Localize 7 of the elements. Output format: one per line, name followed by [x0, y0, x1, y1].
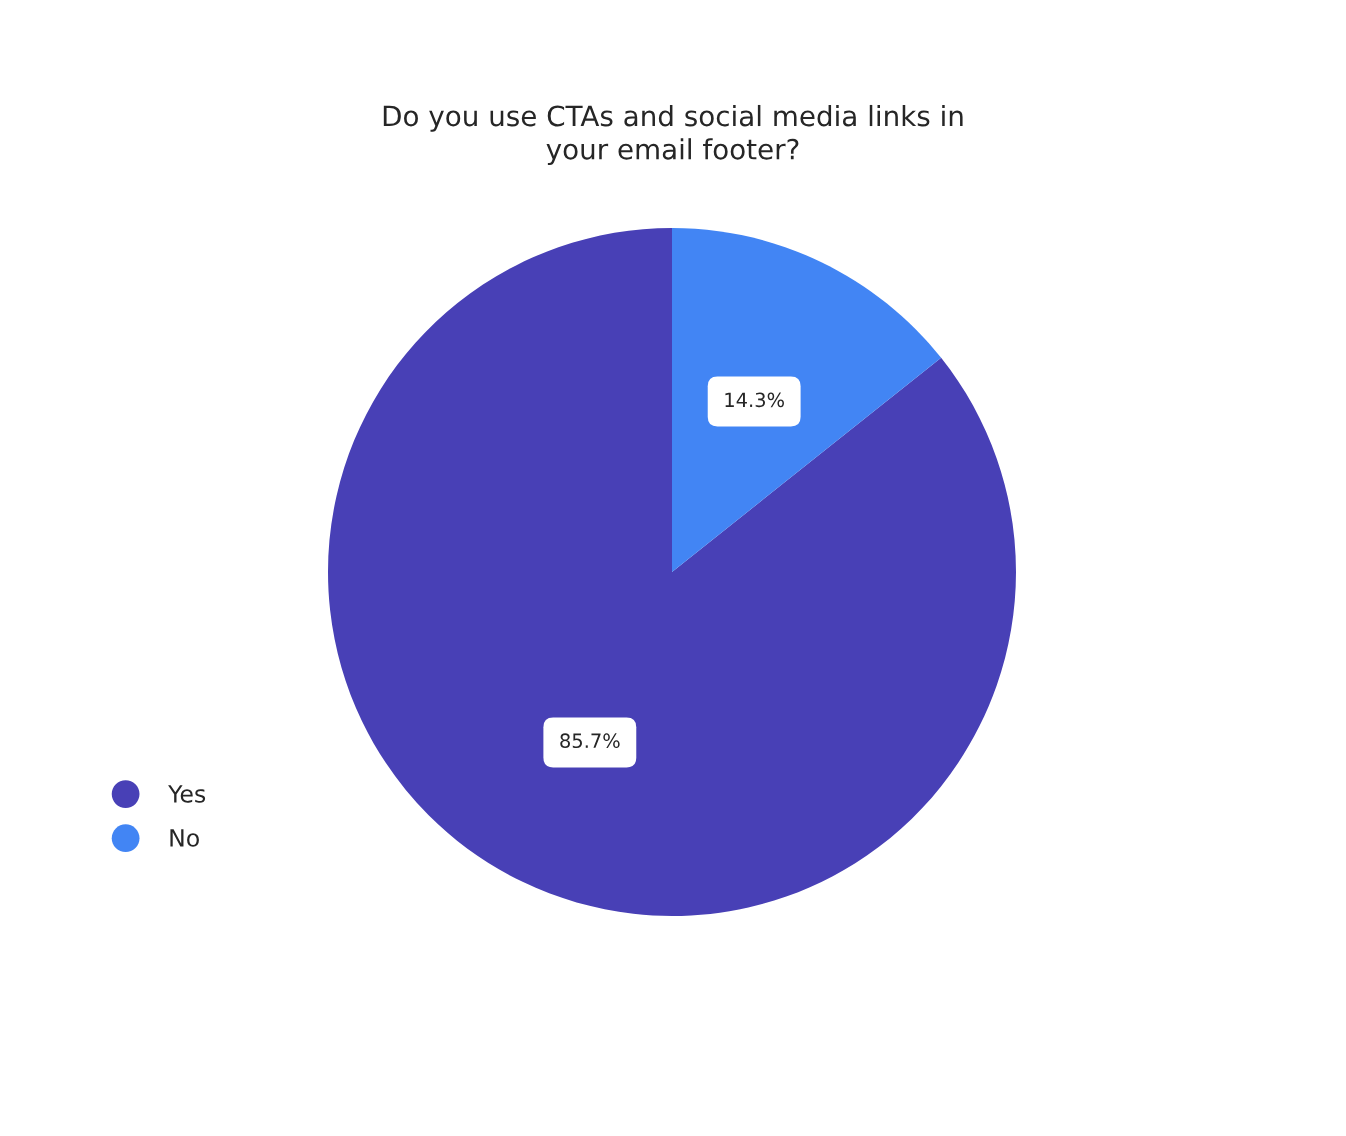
- chart-title: Do you use CTAs and social media links in your email footer?: [383, 104, 963, 166]
- legend-label: Yes: [168, 785, 206, 803]
- data-label: 85.7%: [560, 733, 620, 749]
- pie-slice: [672, 228, 942, 572]
- data-label: 14.3%: [725, 392, 784, 408]
- pie-slice: [328, 228, 1016, 916]
- legend-label: No: [170, 829, 199, 847]
